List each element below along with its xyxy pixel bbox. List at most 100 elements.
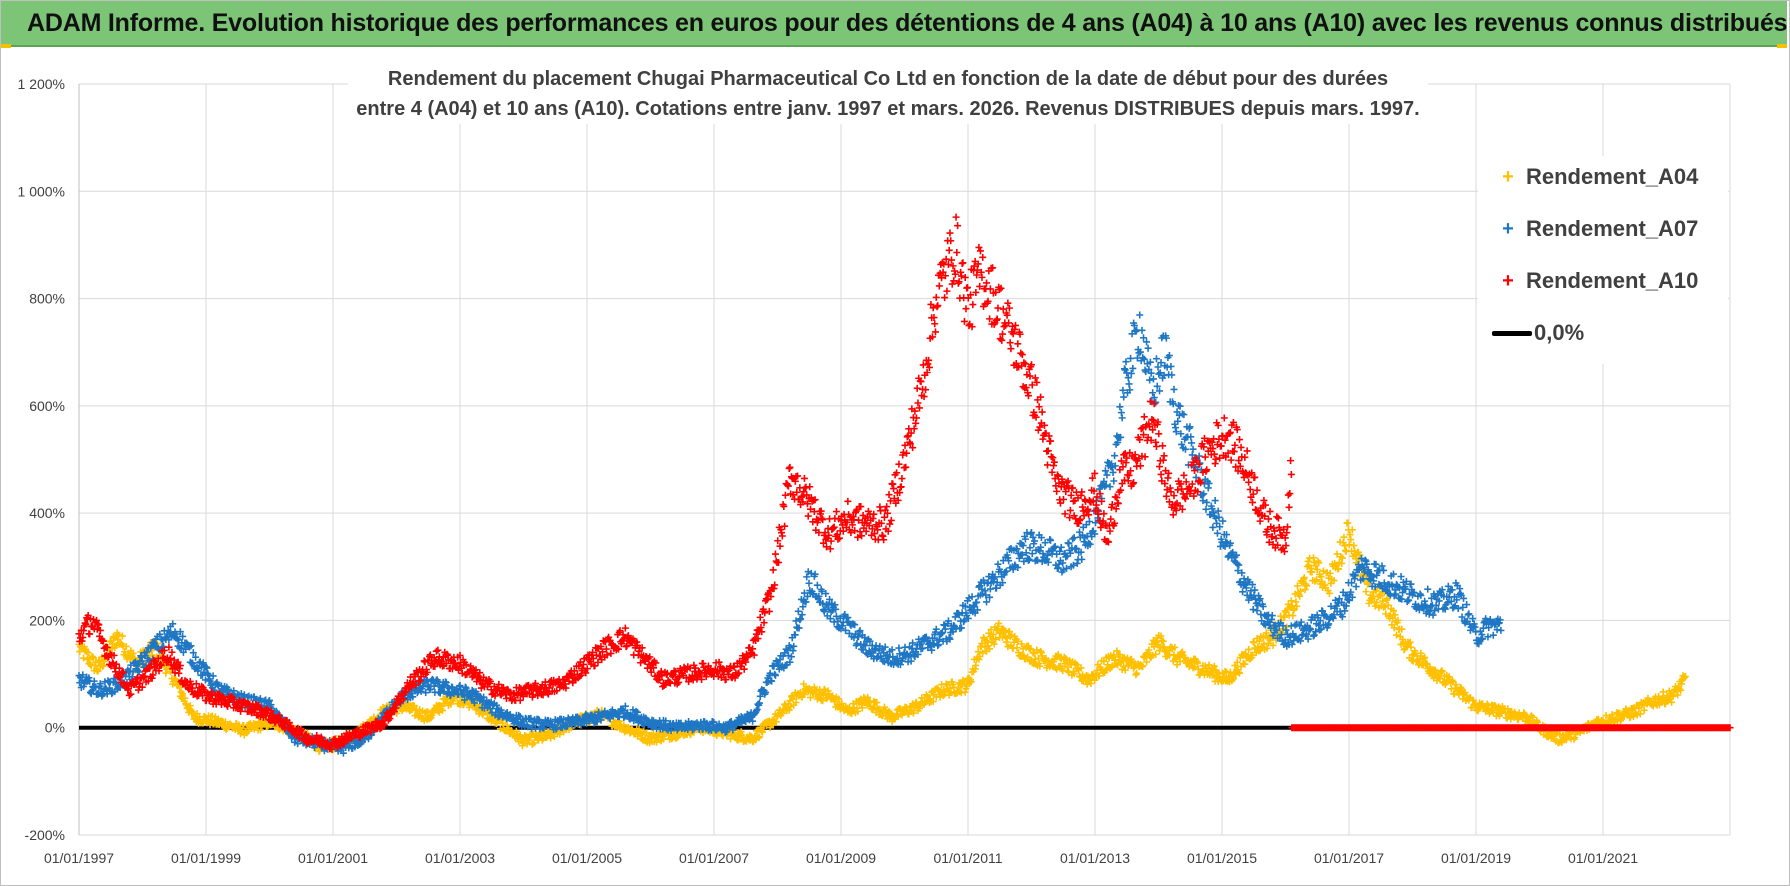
point-rendement-a04 <box>1121 666 1129 674</box>
point-rendement-a07 <box>1188 439 1196 447</box>
x-tick-label: 01/01/2005 <box>552 850 622 866</box>
point-rendement-a07 <box>1026 544 1034 552</box>
point-rendement-a07 <box>1136 311 1144 319</box>
point-rendement-a04 <box>807 694 815 702</box>
point-rendement-a04 <box>1205 661 1213 669</box>
point-rendement-a07 <box>805 579 813 587</box>
point-rendement-a07 <box>1144 344 1152 352</box>
point-rendement-a04 <box>84 649 92 657</box>
point-rendement-a07 <box>1352 583 1360 591</box>
point-rendement-a04 <box>1313 566 1321 574</box>
point-rendement-a04 <box>115 631 123 639</box>
point-rendement-a07 <box>994 560 1002 568</box>
point-rendement-a10 <box>778 532 786 540</box>
point-rendement-a04 <box>1133 669 1141 677</box>
corner-accent-right <box>1777 44 1787 48</box>
point-rendement-a04 <box>1033 646 1041 654</box>
point-rendement-a10 <box>434 646 442 654</box>
point-rendement-a04 <box>1028 659 1036 667</box>
point-rendement-a04 <box>1308 568 1316 576</box>
point-rendement-a04 <box>1027 645 1035 653</box>
point-rendement-a07 <box>803 573 811 581</box>
point-rendement-a04 <box>109 640 117 648</box>
point-rendement-a04 <box>979 649 987 657</box>
point-rendement-a04 <box>1095 672 1103 680</box>
point-rendement-a04 <box>1263 644 1271 652</box>
point-rendement-a04 <box>438 707 446 715</box>
point-rendement-a04 <box>1171 643 1179 651</box>
point-rendement-a07 <box>1465 610 1473 618</box>
point-rendement-a04 <box>118 632 126 640</box>
point-rendement-a04 <box>1152 650 1160 658</box>
point-rendement-a07 <box>1372 560 1380 568</box>
point-rendement-a04 <box>1303 582 1311 590</box>
point-rendement-a04 <box>989 630 997 638</box>
point-rendement-a04 <box>1143 658 1151 666</box>
point-rendement-a04 <box>244 727 252 735</box>
point-rendement-a07 <box>1152 355 1160 363</box>
point-rendement-a04 <box>1112 660 1120 668</box>
point-rendement-a04 <box>1104 661 1112 669</box>
point-rendement-a04 <box>424 708 432 716</box>
point-rendement-a04 <box>1347 536 1355 544</box>
point-rendement-a04 <box>1255 637 1263 645</box>
point-rendement-a04 <box>1293 602 1301 610</box>
point-rendement-a07 <box>1497 626 1505 634</box>
point-rendement-a04 <box>1262 629 1270 637</box>
point-rendement-a04 <box>1371 602 1379 610</box>
y-tick-label: 1 000% <box>18 183 65 199</box>
point-rendement-a04 <box>1210 662 1218 670</box>
point-rendement-a10 <box>806 483 814 491</box>
point-rendement-a04 <box>985 629 993 637</box>
point-rendement-a04 <box>89 654 97 662</box>
point-rendement-a04 <box>986 645 994 653</box>
point-rendement-a04 <box>547 734 555 742</box>
y-tick-label: 0% <box>45 720 65 736</box>
point-rendement-a04 <box>819 697 827 705</box>
point-rendement-a07 <box>1057 543 1065 551</box>
point-rendement-a10 <box>781 491 789 499</box>
point-rendement-a07 <box>1249 606 1257 614</box>
point-rendement-a07 <box>1138 326 1146 334</box>
point-rendement-a10 <box>86 630 94 638</box>
point-rendement-a07 <box>1070 534 1078 542</box>
point-rendement-a04 <box>1108 662 1116 670</box>
point-rendement-a04 <box>1070 670 1078 678</box>
point-rendement-a07 <box>1170 385 1178 393</box>
point-rendement-a04 <box>94 667 102 675</box>
point-rendement-a10 <box>771 550 779 558</box>
point-rendement-a04 <box>83 648 91 656</box>
x-tick-label: 01/01/2003 <box>425 850 495 866</box>
point-rendement-a04 <box>1300 574 1308 582</box>
point-rendement-a04 <box>1113 647 1121 655</box>
point-rendement-a04 <box>1100 657 1108 665</box>
point-rendement-a04 <box>1233 658 1241 666</box>
y-tick-label: 200% <box>29 612 65 628</box>
point-rendement-a10 <box>786 463 794 471</box>
point-rendement-a04 <box>909 709 917 717</box>
point-rendement-a07 <box>1291 621 1299 629</box>
point-rendement-a10 <box>781 522 789 530</box>
y-tick-label: -200% <box>25 827 65 843</box>
point-rendement-a07 <box>1213 529 1221 537</box>
point-rendement-a04 <box>982 637 990 645</box>
point-rendement-a04 <box>1293 582 1301 590</box>
x-tick-label: 01/01/1999 <box>171 850 241 866</box>
x-tick-label: 01/01/2001 <box>298 850 368 866</box>
point-rendement-a04 <box>1344 519 1352 527</box>
point-rendement-a04 <box>1241 660 1249 668</box>
x-tick-label: 01/01/2009 <box>806 850 876 866</box>
point-rendement-a04 <box>755 733 763 741</box>
point-rendement-a04 <box>530 739 538 747</box>
x-tick-label: 01/01/2013 <box>1060 850 1130 866</box>
point-rendement-a07 <box>1069 535 1077 543</box>
point-rendement-a07 <box>1310 631 1318 639</box>
point-rendement-a07 <box>1180 411 1188 419</box>
point-rendement-a07 <box>1189 445 1197 453</box>
point-rendement-a04 <box>1077 664 1085 672</box>
point-rendement-a07 <box>1110 477 1118 485</box>
point-rendement-a04 <box>1013 644 1021 652</box>
point-rendement-a07 <box>1146 376 1154 384</box>
point-rendement-a07 <box>1116 403 1124 411</box>
